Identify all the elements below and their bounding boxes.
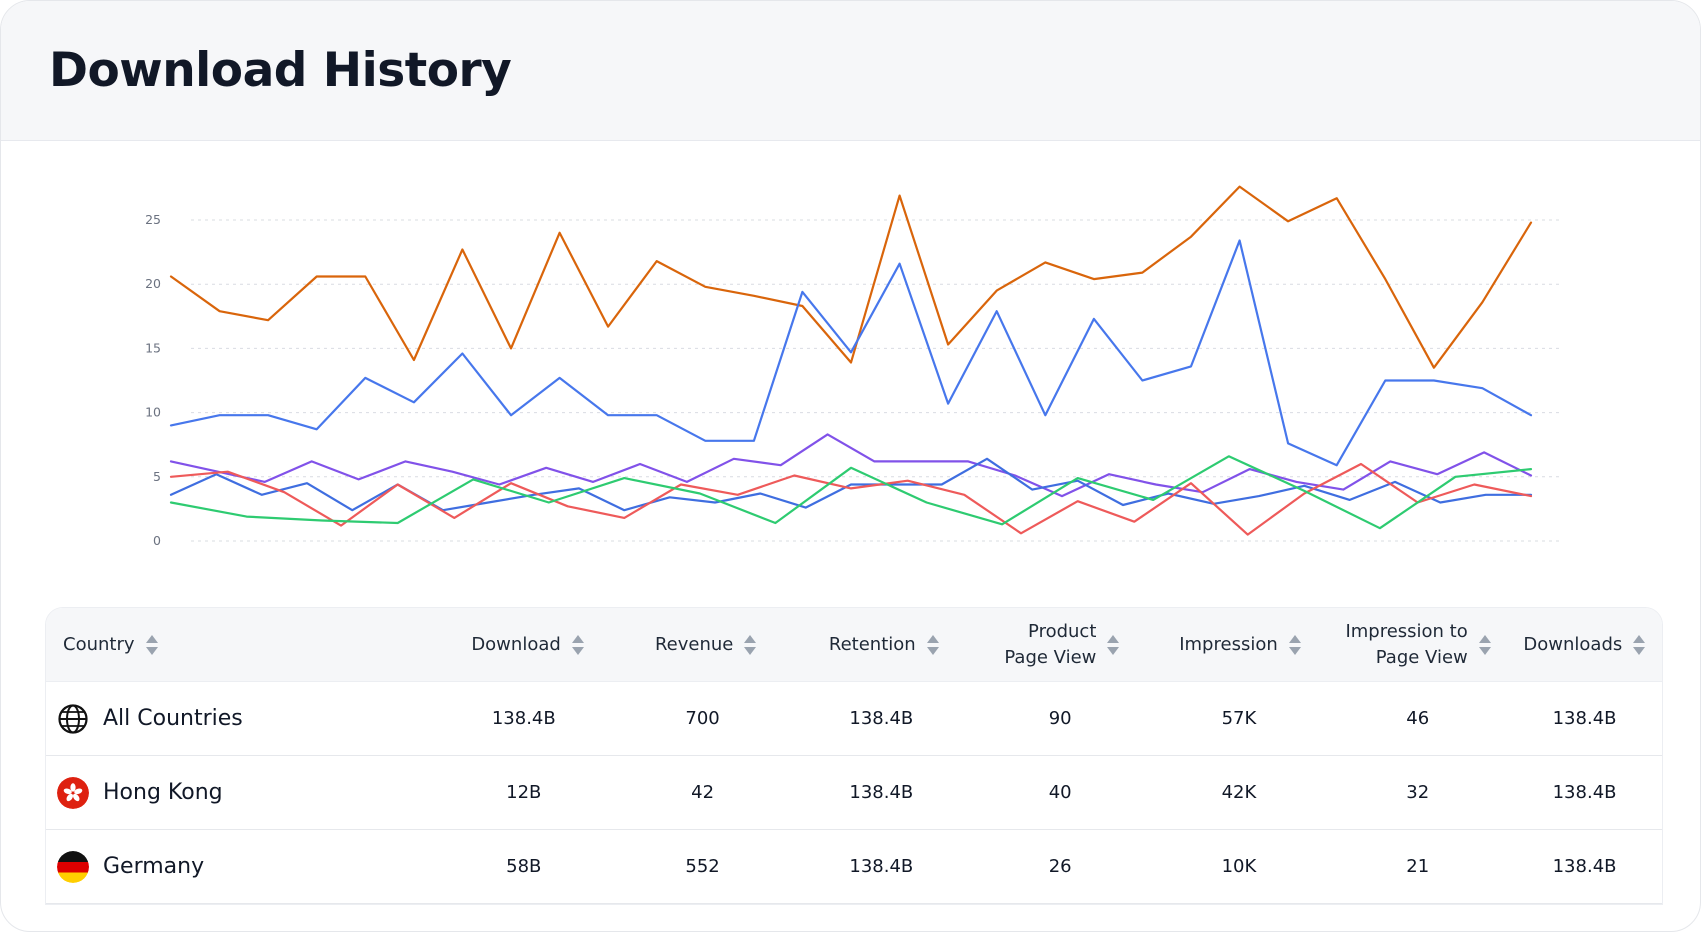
country-name: Germany [103, 854, 205, 879]
product-page-view-cell: 40 [1048, 782, 1072, 803]
column-label: Downloads [1523, 633, 1623, 655]
impression-cell: 42K [1221, 782, 1257, 803]
y-tick-label: 25 [145, 212, 161, 227]
sort-icon[interactable] [571, 634, 585, 656]
column-header-country[interactable]: Country [46, 632, 439, 658]
country-cell: Hong Kong [46, 776, 434, 809]
country-cell: All Countries [46, 703, 434, 735]
column-header-product-page-view[interactable]: Product Page View [973, 619, 1151, 671]
column-label: Impression to Page View [1345, 619, 1467, 671]
y-tick-label: 10 [145, 405, 161, 420]
germany-flag-icon [57, 850, 89, 883]
country-table: Country Download Revenue Retention Produ… [45, 607, 1663, 905]
column-label: Country [63, 633, 135, 655]
download-cell: 58B [506, 856, 542, 877]
downloads-cell: 138.4B [1552, 782, 1617, 803]
impression-cell: 57K [1221, 708, 1257, 729]
column-label-line: Page View [1375, 646, 1468, 668]
table-row[interactable]: All Countries 138.4B 700 138.4B 90 57K 4… [46, 682, 1662, 756]
column-header-download[interactable]: Download [439, 632, 617, 658]
column-header-revenue[interactable]: Revenue [617, 632, 795, 658]
impression-to-page-view-cell: 21 [1406, 856, 1430, 877]
impression-to-page-view-cell: 32 [1406, 782, 1430, 803]
table-row[interactable]: Germany 58B 552 138.4B 26 10K 21 138.4B [46, 830, 1662, 904]
country-name: Hong Kong [103, 780, 223, 805]
downloads-cell: 138.4B [1552, 856, 1617, 877]
card-header: Download History [1, 1, 1700, 141]
retention-cell: 138.4B [849, 782, 914, 803]
series-line-red [169, 462, 1533, 536]
impression-cell: 10K [1221, 856, 1257, 877]
download-cell: 12B [506, 782, 542, 803]
y-tick-label: 20 [145, 276, 161, 291]
y-tick-label: 15 [145, 340, 161, 355]
product-page-view-cell: 90 [1048, 708, 1072, 729]
sort-icon[interactable] [1478, 634, 1492, 656]
downloads-cell: 138.4B [1552, 708, 1617, 729]
column-label: Product Page View [1004, 619, 1096, 671]
sort-icon[interactable] [1106, 634, 1120, 656]
table-header: Country Download Revenue Retention Produ… [46, 608, 1662, 682]
page-title: Download History [49, 43, 512, 98]
column-label-line: Impression to [1345, 620, 1468, 642]
revenue-cell: 700 [685, 708, 720, 729]
sort-icon[interactable] [1288, 634, 1302, 656]
revenue-cell: 552 [685, 856, 720, 877]
download-cell: 138.4B [491, 708, 556, 729]
column-header-retention[interactable]: Retention [795, 632, 973, 658]
country-cell: Germany [46, 850, 434, 883]
column-label: Revenue [654, 633, 734, 655]
download-history-chart: 0 5 10 15 20 25 [145, 185, 1561, 548]
column-header-impression-to-page-view[interactable]: Impression to Page View [1330, 619, 1508, 671]
column-label-line: Product [1028, 620, 1097, 642]
column-header-downloads[interactable]: Downloads [1508, 632, 1662, 658]
hong-kong-flag-icon [57, 776, 89, 809]
y-tick-label: 5 [153, 469, 161, 484]
column-header-impression[interactable]: Impression [1151, 632, 1329, 658]
table-row[interactable]: Hong Kong 12B 42 138.4B 40 42K 32 138.4B [46, 756, 1662, 830]
series-line-blue [169, 239, 1533, 467]
column-label-line: Page View [1004, 646, 1097, 668]
series-line-green [169, 455, 1533, 530]
retention-cell: 138.4B [849, 856, 914, 877]
impression-to-page-view-cell: 46 [1406, 708, 1430, 729]
column-label: Retention [828, 633, 916, 655]
sort-icon[interactable] [926, 634, 940, 656]
y-tick-label: 0 [153, 533, 161, 548]
sort-icon[interactable] [743, 634, 757, 656]
column-label: Download [471, 633, 561, 655]
retention-cell: 138.4B [849, 708, 914, 729]
country-name: All Countries [103, 706, 243, 731]
column-label: Impression [1179, 633, 1278, 655]
series-line-purple [169, 433, 1533, 498]
sort-icon[interactable] [1632, 634, 1646, 656]
product-page-view-cell: 26 [1048, 856, 1072, 877]
sort-icon[interactable] [145, 634, 159, 656]
globe-icon [57, 703, 89, 735]
series-line-orange [169, 185, 1533, 369]
revenue-cell: 42 [691, 782, 715, 803]
